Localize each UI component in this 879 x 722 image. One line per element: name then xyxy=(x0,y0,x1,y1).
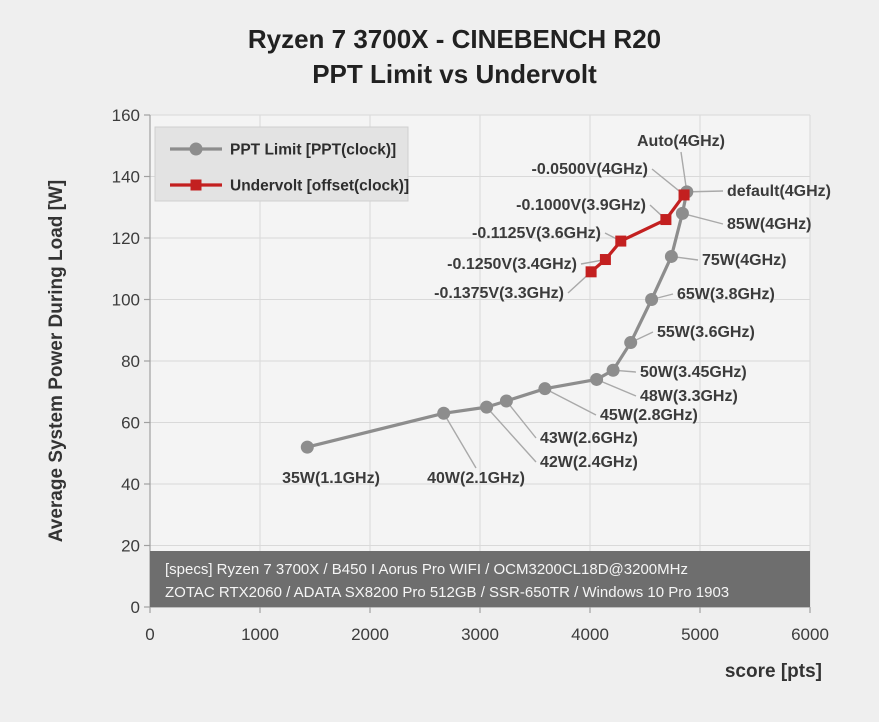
data-point xyxy=(645,293,659,306)
y-axis: 0 20 40 60 80 100 120 140 160 xyxy=(112,106,151,617)
point-label: 75W(4GHz) xyxy=(702,252,786,269)
y-tick-label: 140 xyxy=(112,168,140,187)
data-point xyxy=(615,235,627,247)
chart-subtitle: PPT Limit vs Undervolt xyxy=(312,59,597,89)
y-tick-label: 120 xyxy=(112,229,140,248)
x-tick-label: 4000 xyxy=(571,625,609,644)
y-tick-label: 0 xyxy=(131,598,140,617)
y-tick-label: 100 xyxy=(112,291,140,310)
series-markers-1 xyxy=(585,189,690,278)
point-label: Auto(4GHz) xyxy=(637,133,725,150)
data-point xyxy=(606,363,620,377)
point-label: -0.1125V(3.6GHz) xyxy=(472,225,601,242)
legend-marker-circle xyxy=(189,142,203,156)
point-label: default(4GHz) xyxy=(727,183,831,200)
point-label: 40W(2.1GHz) xyxy=(427,470,525,487)
specs-box: [specs] Ryzen 7 3700X / B450 I Aorus Pro… xyxy=(150,551,810,607)
data-point xyxy=(538,382,552,396)
legend-label: Undervolt [offset(clock)] xyxy=(230,178,409,195)
data-point xyxy=(437,406,451,420)
series-line-0 xyxy=(305,190,689,449)
data-point xyxy=(590,372,604,386)
point-label: -0.1250V(3.4GHz) xyxy=(447,256,577,273)
x-tick-label: 6000 xyxy=(791,625,829,644)
x-tick-label: 3000 xyxy=(461,625,499,644)
legend: PPT Limit [PPT(clock)] Undervolt [offset(… xyxy=(154,126,409,202)
point-label: 35W(1.1GHz) xyxy=(282,470,380,487)
chart-title-block: Ryzen 7 3700X - CINEBENCH R20 PPT Limit … xyxy=(30,22,879,92)
y-tick-label: 160 xyxy=(112,106,140,125)
point-label: 42W(2.4GHz) xyxy=(540,454,638,471)
point-label: 50W(3.45GHz) xyxy=(640,364,747,381)
specs-line-2: ZOTAC RTX2060 / ADATA SX8200 Pro 512GB /… xyxy=(165,584,730,601)
y-tick-label: 60 xyxy=(121,414,140,433)
data-point xyxy=(664,249,678,263)
annotation-leaders xyxy=(443,151,724,469)
y-tick-label: 80 xyxy=(121,352,140,371)
x-tick-label: 0 xyxy=(145,625,154,644)
annotation-labels: 35W(1.1GHz) 40W(2.1GHz) 42W(2.4GHz) 43W(2.6… xyxy=(282,133,831,487)
point-label: 48W(3.3GHz) xyxy=(640,388,738,405)
point-label: 55W(3.6GHz) xyxy=(657,324,755,341)
specs-line-1: [specs] Ryzen 7 3700X / B450 I Aorus Pro… xyxy=(165,561,688,578)
point-label: -0.0500V(4GHz) xyxy=(532,161,649,178)
point-label: -0.1000V(3.9GHz) xyxy=(516,197,646,214)
x-tick-label: 2000 xyxy=(351,625,389,644)
data-point xyxy=(499,394,513,408)
point-label: 43W(2.6GHz) xyxy=(540,430,638,447)
x-tick-label: 5000 xyxy=(681,625,719,644)
legend-marker-square xyxy=(190,179,202,191)
x-tick-label: 1000 xyxy=(241,625,279,644)
data-point xyxy=(678,189,690,201)
chart-title: Ryzen 7 3700X - CINEBENCH R20 xyxy=(247,24,662,54)
x-axis-title: score [pts] xyxy=(724,661,822,682)
data-point xyxy=(300,440,314,454)
point-label: 65W(3.8GHz) xyxy=(677,286,775,303)
legend-label: PPT Limit [PPT(clock)] xyxy=(230,142,396,159)
y-axis-title: Average System Power During Load [W] xyxy=(46,179,67,543)
data-point xyxy=(599,254,611,266)
data-point xyxy=(480,400,494,414)
point-label: 45W(2.8GHz) xyxy=(600,407,698,424)
data-point xyxy=(675,206,689,220)
data-point xyxy=(624,336,638,350)
y-tick-label: 40 xyxy=(121,475,140,494)
x-axis: 0 1000 2000 3000 4000 5000 6000 xyxy=(145,606,829,644)
data-point xyxy=(585,266,597,278)
data-point xyxy=(660,214,672,226)
point-label: 85W(4GHz) xyxy=(727,216,811,233)
point-label: -0.1375V(3.3GHz) xyxy=(434,285,564,302)
y-tick-label: 20 xyxy=(121,537,140,556)
